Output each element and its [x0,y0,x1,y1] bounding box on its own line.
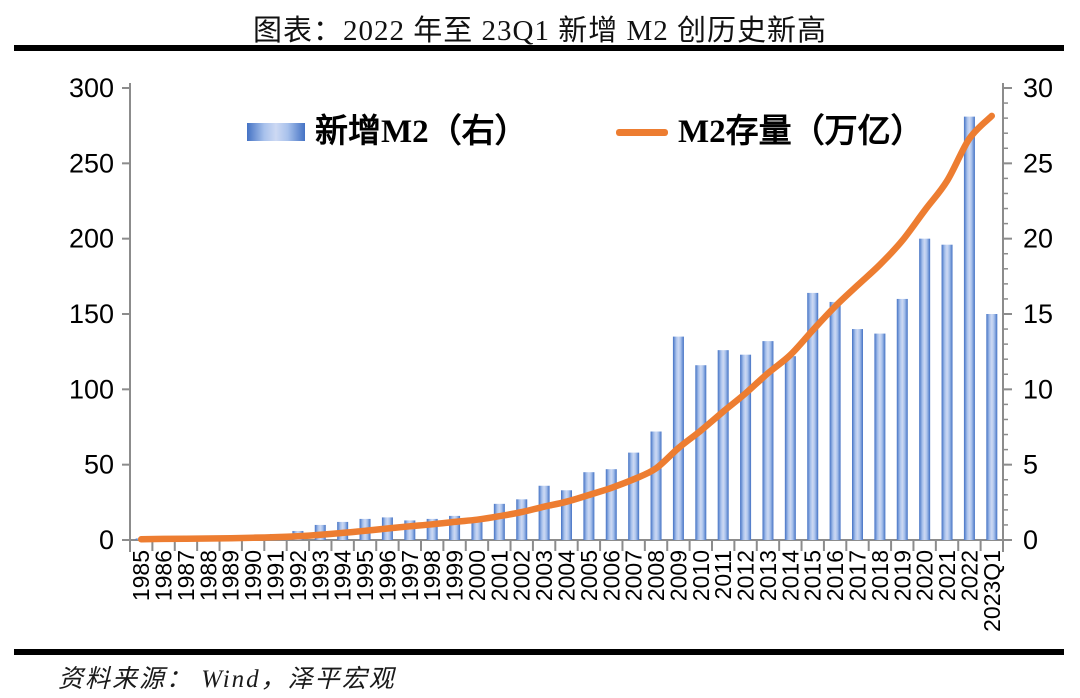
x-axis-year-label: 2008 [643,550,669,601]
bar-2010 [695,365,707,540]
bar-2019 [896,298,908,540]
x-axis-year-label: 2007 [621,550,647,601]
x-axis-year-label: 2011 [710,550,736,599]
left-axis-tick-label: 150 [69,299,114,329]
x-axis-year-label: 1998 [419,550,445,601]
x-axis-year-label: 1985 [128,550,154,601]
x-axis-year-label: 2000 [464,550,490,601]
top-divider [14,45,1064,51]
x-axis-year-label: 2006 [598,550,624,601]
bar-2002 [516,499,528,540]
bar-2017 [852,329,863,540]
bar-2001 [493,503,505,540]
x-axis-year-label: 1994 [330,550,356,601]
left-axis-tick-label: 200 [69,224,114,254]
x-axis-year-label: 2015 [800,550,826,601]
x-axis-year-label: 2017 [845,550,871,601]
x-axis-year-label: 2004 [554,550,580,601]
bar-2015 [807,292,819,540]
bar-2016 [829,301,841,540]
right-axis-tick-label: 25 [1023,148,1053,178]
x-axis-year-label: 2016 [822,550,848,601]
m2-stock-line [137,112,996,543]
legend-label-new-m2: 新增M2（右） [315,114,528,150]
x-axis-year-label: 2009 [665,550,691,601]
x-axis-year-label: 1993 [307,550,333,601]
x-axis-year-label: 2012 [733,550,759,601]
chart-title: 图表：2022 年至 23Q1 新增 M2 创历史新高 [253,15,827,47]
left-axis-tick-label: 300 [69,73,114,103]
x-axis-year-label: 2023Q1 [979,550,1005,632]
x-axis-year-label: 2018 [867,550,893,601]
bar-2023Q1 [986,314,998,540]
x-axis-year-label: 2005 [576,550,602,601]
right-axis-tick-label: 30 [1023,73,1053,103]
bar-2013 [762,341,774,540]
bar-1999 [449,515,461,540]
data-source-note: 资料来源： Wind，泽平宏观 [58,666,396,693]
legend-label-m2-stock: M2存量（万亿） [678,114,924,150]
bar-1998 [426,518,438,540]
x-axis-year-label: 1988 [195,550,221,601]
right-axis-tick-label: 0 [1023,525,1038,555]
new-m2-bars [135,116,998,541]
right-axis-tick-label: 20 [1023,224,1053,254]
bar-2018 [874,333,886,540]
x-axis-year-label: 1997 [397,550,423,601]
bar-2005 [583,472,595,540]
bar-2009 [672,336,684,540]
x-axis-year-label: 2020 [912,550,938,601]
x-axis-year-label: 1990 [240,550,266,601]
right-axis-tick-label: 10 [1023,374,1053,404]
x-axis-year-label: 2003 [531,550,557,601]
right-axis-tick-label: 15 [1023,299,1053,329]
left-axis-tick-label: 50 [84,450,114,480]
x-axis-year-label: 2002 [509,550,535,601]
left-axis-tick-label: 250 [69,148,114,178]
line-series-swatch [616,128,668,136]
bar-2008 [650,431,662,540]
bar-1997 [404,520,416,540]
bar-2022 [963,116,975,541]
axis-labels: 0501001502002503000510152025301985198619… [69,73,1053,632]
x-axis-year-label: 1987 [173,550,199,601]
legend-item-m2-stock: M2存量（万亿） [616,114,924,150]
x-axis-year-label: 1989 [218,550,244,601]
bar-2000 [471,517,483,540]
bottom-divider [14,649,1064,655]
bar-2003 [538,485,550,540]
x-axis-year-label: 1986 [151,550,177,601]
bar-2012 [740,354,752,540]
bar-series-swatch [247,123,305,141]
x-axis-year-label: 2001 [486,550,512,601]
x-axis-year-label: 1999 [442,550,468,601]
bar-2006 [605,469,617,540]
legend-item-new-m2: 新增M2（右） [247,114,528,150]
bar-2007 [628,452,640,540]
bar-2020 [919,238,931,540]
x-axis-year-label: 1991 [263,550,289,601]
x-axis-year-label: 2010 [688,550,714,601]
x-axis-year-label: 2021 [934,550,960,601]
right-axis-tick-label: 5 [1023,450,1038,480]
x-axis-year-label: 1996 [374,550,400,601]
bar-2021 [941,244,953,540]
x-axis-year-label: 1992 [285,550,311,601]
bar-2014 [784,356,796,540]
x-axis-year-label: 2013 [755,550,781,601]
left-axis-tick-label: 0 [99,525,114,555]
left-axis-tick-label: 100 [69,374,114,404]
x-axis-year-label: 1995 [352,550,378,601]
bar-2011 [717,350,729,540]
x-axis-year-label: 2014 [777,550,803,601]
x-axis-year-label: 2022 [956,550,982,601]
x-axis-year-label: 2019 [889,550,915,601]
bar-2004 [561,490,572,540]
